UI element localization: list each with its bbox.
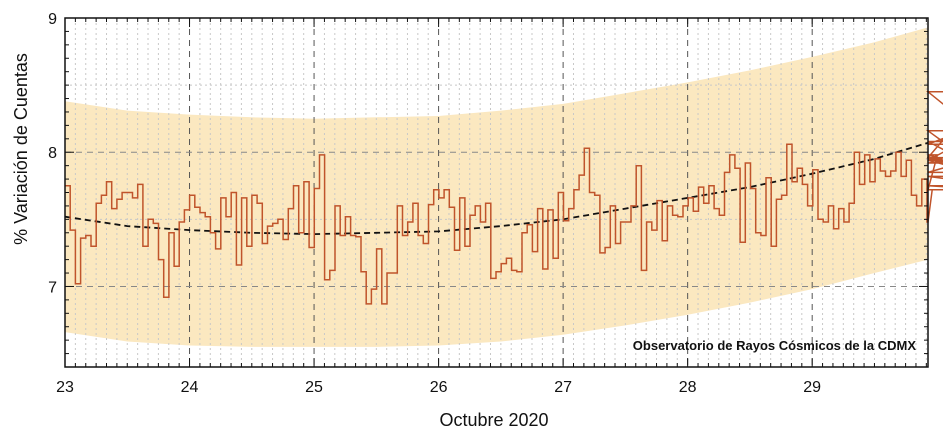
x-tick-label: 27 xyxy=(554,379,572,396)
x-tick-label: 26 xyxy=(430,379,448,396)
confidence-band xyxy=(65,27,928,347)
x-tick-label: 23 xyxy=(56,379,74,396)
x-axis-label: Octubre 2020 xyxy=(439,410,548,430)
y-tick-label: 8 xyxy=(48,145,57,162)
y-tick-label: 9 xyxy=(48,11,57,28)
x-tick-label: 24 xyxy=(181,379,199,396)
annotation: Observatorio de Rayos Cósmicos de la CDM… xyxy=(633,338,917,353)
y-tick-label: 7 xyxy=(48,279,57,296)
x-tick-label: 28 xyxy=(679,379,697,396)
y-axis-label: % Variación de Cuentas xyxy=(11,53,31,245)
plot-area: 23 24 25 26 27 28 29 7 8 9 xyxy=(48,11,943,396)
x-tick-label: 25 xyxy=(305,379,323,396)
x-tick-label: 29 xyxy=(803,379,821,396)
hourly-counts-series xyxy=(65,91,943,305)
